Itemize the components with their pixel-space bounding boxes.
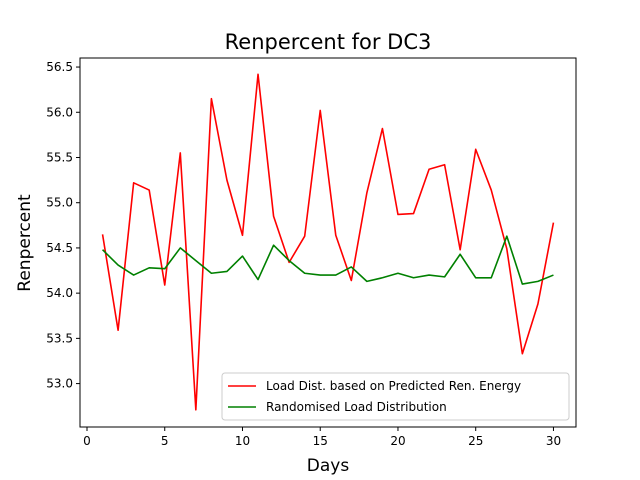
- y-tick-label: 53.5: [46, 331, 73, 345]
- series-line-2: [101, 235, 554, 285]
- x-tick-label: 5: [161, 434, 169, 448]
- y-axis-label: Renpercent: [15, 194, 35, 292]
- x-tick-label: 30: [546, 434, 561, 448]
- plot-area: 0 5 10 15 20 25 30 53.0 53.5 54.0 54.5 55.0 55.5 56.0…: [46, 57, 577, 448]
- series-line-1: [101, 73, 555, 411]
- x-tick-label: 10: [235, 434, 250, 448]
- plot-frame: [79, 57, 577, 428]
- y-tick-label: 53.0: [46, 377, 73, 391]
- x-tick-label: 20: [390, 434, 405, 448]
- legend-label-2: Randomised Load Distribution: [266, 400, 447, 414]
- y-tick-label: 54.0: [46, 286, 73, 300]
- x-axis-label: Days: [307, 456, 350, 476]
- legend-box: [221, 372, 570, 421]
- chart-title: Renpercent for DC3: [225, 30, 432, 54]
- x-tick-label: 25: [468, 434, 483, 448]
- x-tick-label: 15: [313, 434, 328, 448]
- y-tick-label: 56.5: [46, 60, 73, 74]
- legend-label-1: Load Dist. based on Predicted Ren. Energ…: [266, 379, 521, 393]
- y-tick-label: 54.5: [46, 241, 73, 255]
- y-tick-label: 55.5: [46, 150, 73, 164]
- y-tick-label: 56.0: [46, 105, 73, 119]
- x-tick-label: 0: [83, 434, 91, 448]
- y-tick-label: 55.0: [46, 196, 73, 210]
